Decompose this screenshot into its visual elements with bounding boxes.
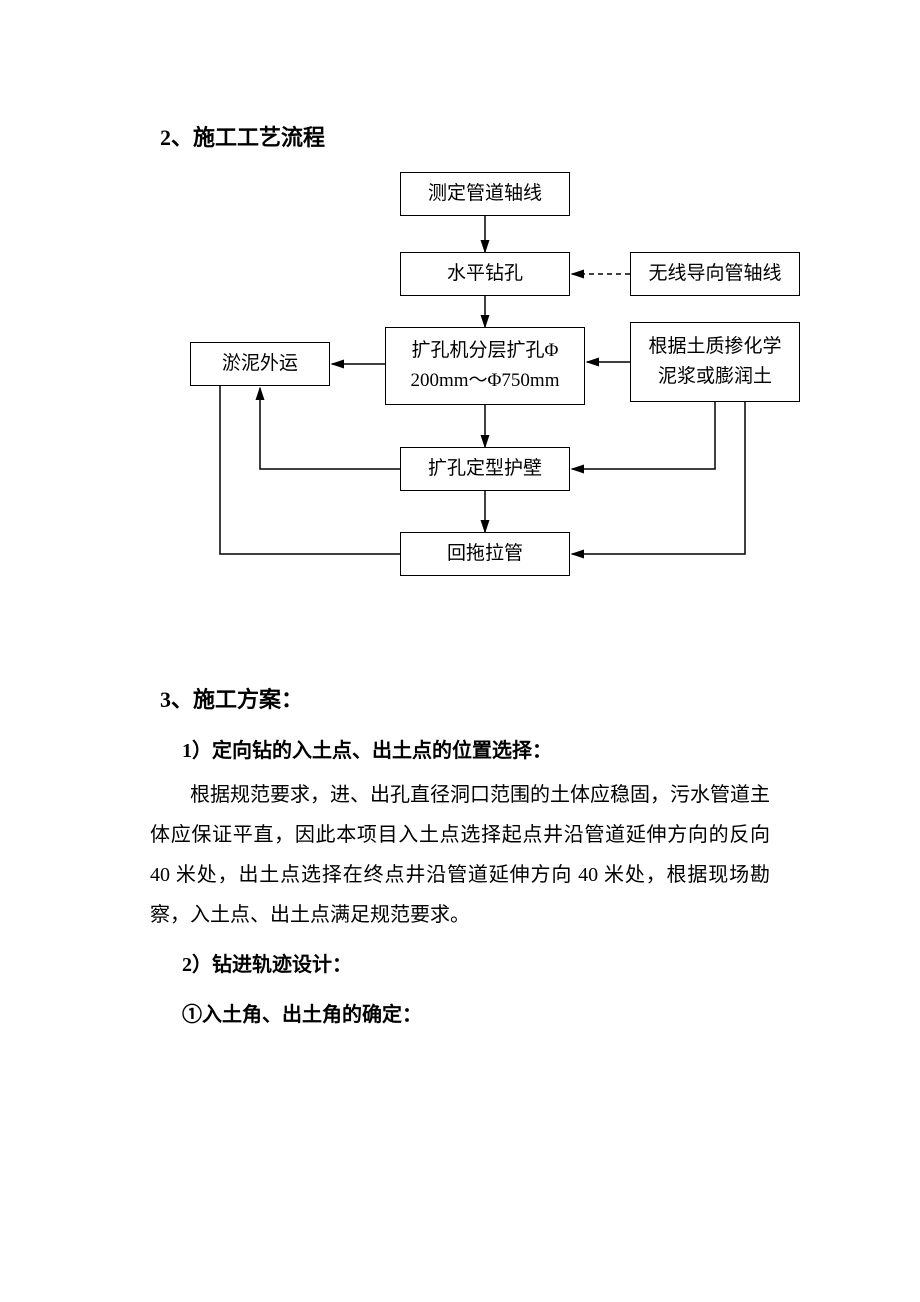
flow-node-reaming-line2: 200mm～Φ750mm	[410, 370, 559, 391]
flowchart-container: 测定管道轴线 水平钻孔 无线导向管轴线 淤泥外运 扩孔机分层扩孔Φ 200mm～…	[190, 172, 810, 602]
subheading-1: 1）定向钻的入土点、出土点的位置选择：	[182, 734, 770, 763]
flow-node-horizontal-drill: 水平钻孔	[400, 252, 570, 296]
subheading-2: 2）钻进轨迹设计：	[182, 945, 770, 985]
flow-node-measure-axis: 测定管道轴线	[400, 172, 570, 216]
flow-node-mud-mix: 根据土质掺化学 泥浆或膨润土	[630, 322, 800, 402]
section-3: 3、施工方案： 1）定向钻的入土点、出土点的位置选择： 根据规范要求，进、出孔直…	[150, 682, 770, 1035]
flow-node-pullback: 回拖拉管	[400, 532, 570, 576]
flow-node-reaming: 扩孔机分层扩孔Φ 200mm～Φ750mm	[385, 327, 585, 405]
flow-node-wireless-guide: 无线导向管轴线	[630, 252, 800, 296]
subheading-3: ①入土角、出土角的确定：	[182, 995, 770, 1035]
flow-node-mud-line1: 根据土质掺化学	[648, 336, 781, 357]
flow-node-mud-line2: 泥浆或膨润土	[658, 366, 772, 387]
paragraph-1: 根据规范要求，进、出孔直径洞口范围的土体应稳固，污水管道主体应保证平直，因此本项…	[150, 775, 770, 935]
flow-node-wall-protect: 扩孔定型护壁	[400, 447, 570, 491]
flow-node-sludge-removal: 淤泥外运	[190, 342, 330, 386]
section-heading-2: 2、施工工艺流程	[160, 120, 770, 152]
flow-node-reaming-line1: 扩孔机分层扩孔Φ	[412, 340, 559, 361]
section-heading-3: 3、施工方案：	[160, 682, 770, 714]
